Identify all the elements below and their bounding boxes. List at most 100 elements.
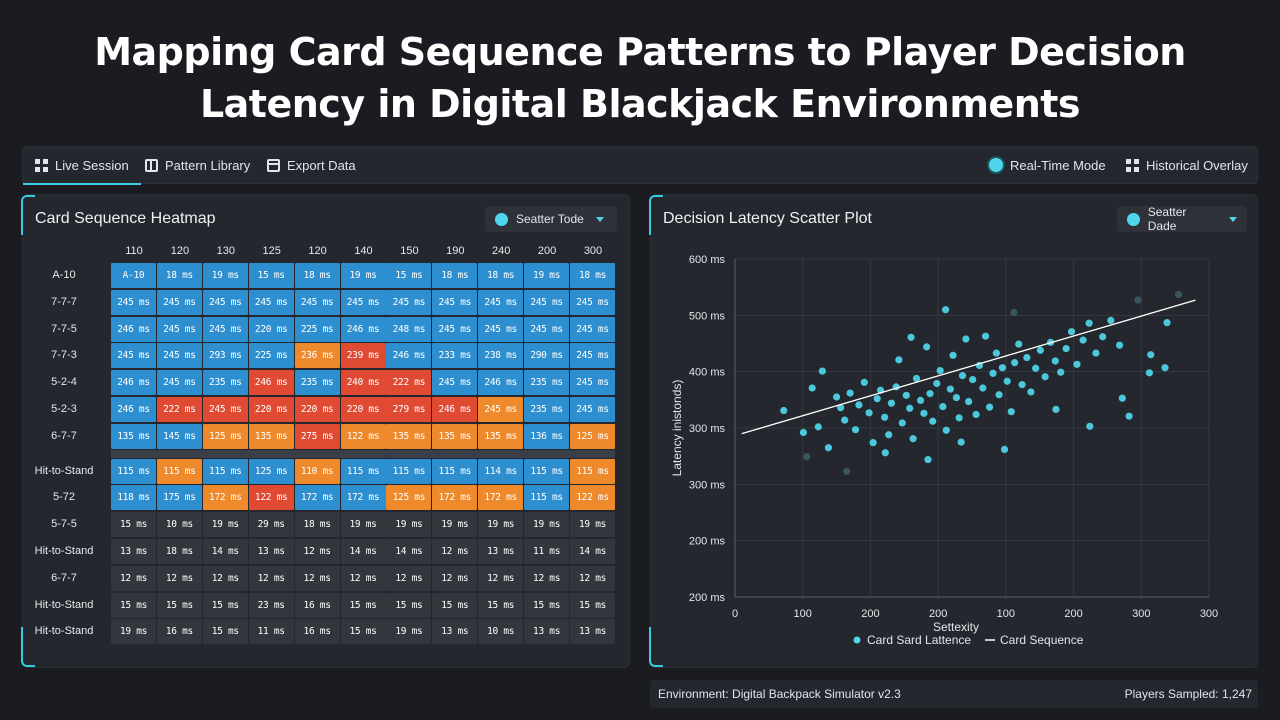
scatter-point[interactable] bbox=[1073, 360, 1081, 368]
heatmap-cell[interactable]: 12 ms bbox=[478, 565, 524, 591]
scatter-point[interactable] bbox=[926, 390, 934, 398]
scatter-point[interactable] bbox=[933, 379, 941, 388]
heatmap-cell[interactable]: 11 ms bbox=[248, 619, 294, 645]
heatmap-cell[interactable]: 246 ms bbox=[248, 370, 294, 396]
scatter-point[interactable] bbox=[1125, 412, 1133, 420]
heatmap-cell[interactable]: 233 ms bbox=[432, 343, 478, 369]
heatmap-cell[interactable]: 114 ms bbox=[478, 458, 524, 484]
heatmap-cell[interactable]: 245 ms bbox=[156, 370, 202, 396]
heatmap-cell[interactable]: 245 ms bbox=[432, 289, 478, 315]
scatter-point[interactable] bbox=[955, 414, 963, 422]
scatter-point[interactable] bbox=[818, 367, 826, 375]
scatter-point[interactable] bbox=[941, 306, 950, 314]
heatmap-cell[interactable]: 235 ms bbox=[524, 370, 570, 396]
heatmap-cell[interactable]: 135 ms bbox=[386, 423, 432, 449]
heatmap-cell[interactable]: 245 ms bbox=[294, 289, 340, 315]
scatter-point[interactable] bbox=[902, 391, 910, 399]
heatmap-cell[interactable]: 18 ms bbox=[156, 263, 202, 288]
heatmap-cell[interactable]: 245 ms bbox=[570, 370, 615, 396]
historical-overlay-toggle[interactable]: Historical Overlay bbox=[1126, 147, 1248, 183]
heatmap-cell[interactable]: 16 ms bbox=[294, 619, 340, 645]
heatmap-cell[interactable]: 29 ms bbox=[248, 512, 294, 538]
heatmap-cell[interactable]: 15 ms bbox=[478, 592, 524, 618]
heatmap-cell[interactable]: 13 ms bbox=[524, 619, 570, 645]
scatter-point[interactable] bbox=[1052, 405, 1060, 414]
heatmap-cell[interactable]: 246 ms bbox=[432, 397, 478, 422]
scatter-point[interactable] bbox=[981, 332, 990, 340]
heatmap-cell[interactable]: 238 ms bbox=[478, 343, 524, 369]
heatmap-cell[interactable]: 13 ms bbox=[248, 539, 294, 564]
scatter-point[interactable] bbox=[799, 428, 807, 437]
heatmap-cell[interactable]: 12 ms bbox=[386, 565, 432, 591]
heatmap-cell[interactable]: 236 ms bbox=[294, 343, 340, 369]
scatter-point[interactable] bbox=[851, 426, 860, 434]
heatmap-cell[interactable]: 246 ms bbox=[340, 316, 386, 342]
heatmap-cell[interactable]: 135 ms bbox=[248, 423, 294, 449]
scatter-point[interactable] bbox=[1032, 364, 1040, 372]
heatmap-cell[interactable]: 220 ms bbox=[340, 397, 386, 422]
scatter-point[interactable] bbox=[992, 349, 1000, 357]
heatmap-cell[interactable]: 245 ms bbox=[202, 397, 248, 422]
heatmap-cell[interactable]: 18 ms bbox=[294, 263, 340, 288]
heatmap-cell[interactable]: 245 ms bbox=[386, 289, 432, 315]
heatmap-cell[interactable]: 14 ms bbox=[340, 539, 386, 564]
heatmap-cell[interactable]: 245 ms bbox=[570, 343, 615, 369]
heatmap-cell[interactable]: 118 ms bbox=[111, 485, 156, 511]
scatter-point[interactable] bbox=[924, 455, 932, 464]
heatmap-cell[interactable]: 245 ms bbox=[248, 289, 294, 315]
scatter-point[interactable] bbox=[906, 404, 914, 412]
scatter-point[interactable] bbox=[1086, 422, 1094, 430]
scatter-point[interactable] bbox=[952, 393, 961, 402]
heatmap-cell[interactable]: 145 ms bbox=[156, 423, 202, 449]
scatter-point[interactable] bbox=[949, 351, 957, 359]
scatter-point[interactable] bbox=[846, 389, 854, 397]
heatmap-cell[interactable]: 12 ms bbox=[202, 565, 248, 591]
heatmap-cell[interactable]: 245 ms bbox=[524, 316, 570, 342]
scatter-point[interactable] bbox=[936, 366, 944, 375]
heatmap-cell[interactable]: 125 ms bbox=[386, 485, 432, 511]
heatmap-cell[interactable]: 245 ms bbox=[570, 316, 615, 342]
heatmap-cell[interactable]: 19 ms bbox=[432, 512, 478, 538]
heatmap-cell[interactable]: 12 ms bbox=[340, 565, 386, 591]
heatmap-cell[interactable]: 235 ms bbox=[294, 370, 340, 396]
heatmap-cell[interactable]: 12 ms bbox=[432, 539, 478, 564]
heatmap-cell[interactable]: 12 ms bbox=[156, 565, 202, 591]
heatmap-cell[interactable]: 125 ms bbox=[248, 458, 294, 484]
scatter-point[interactable] bbox=[869, 439, 877, 447]
scatter-point[interactable] bbox=[1000, 445, 1009, 454]
heatmap-cell[interactable]: 245 ms bbox=[432, 370, 478, 396]
heatmap-cell[interactable]: 115 ms bbox=[156, 458, 202, 484]
heatmap-cell[interactable]: 115 ms bbox=[524, 485, 570, 511]
heatmap-cell[interactable]: 290 ms bbox=[524, 343, 570, 369]
scatter-point[interactable] bbox=[929, 417, 937, 425]
scatter-point[interactable] bbox=[1051, 357, 1059, 365]
heatmap-cell[interactable]: 220 ms bbox=[294, 397, 340, 422]
scatter-point[interactable] bbox=[803, 453, 811, 461]
scatter-point[interactable] bbox=[939, 402, 947, 411]
heatmap-cell[interactable]: 12 ms bbox=[570, 565, 615, 591]
tab-live-session[interactable]: Live Session bbox=[23, 147, 141, 185]
heatmap-cell[interactable]: 10 ms bbox=[156, 512, 202, 538]
heatmap-cell[interactable]: 18 ms bbox=[294, 512, 340, 538]
scatter-point[interactable] bbox=[1010, 308, 1018, 317]
scatter-point[interactable] bbox=[881, 413, 889, 421]
scatter-point[interactable] bbox=[855, 401, 863, 409]
heatmap-cell[interactable]: 19 ms bbox=[386, 619, 432, 645]
scatter-point[interactable] bbox=[843, 467, 851, 475]
heatmap-cell[interactable]: 220 ms bbox=[248, 397, 294, 422]
scatter-point[interactable] bbox=[814, 423, 822, 431]
scatter-point[interactable] bbox=[1011, 359, 1019, 367]
scatter-point[interactable] bbox=[989, 369, 997, 377]
scatter-point[interactable] bbox=[942, 426, 950, 434]
scatter-point[interactable] bbox=[780, 406, 788, 415]
scatter-point[interactable] bbox=[1174, 290, 1183, 299]
heatmap-cell[interactable]: 14 ms bbox=[202, 539, 248, 564]
heatmap-cell[interactable]: 19 ms bbox=[111, 619, 156, 645]
scatter-point[interactable] bbox=[957, 438, 965, 446]
heatmap-cell[interactable]: 10 ms bbox=[478, 619, 524, 645]
heatmap-cell[interactable]: 19 ms bbox=[524, 512, 570, 538]
heatmap-cell[interactable]: 220 ms bbox=[248, 316, 294, 342]
heatmap-cell[interactable]: 235 ms bbox=[524, 397, 570, 422]
scatter-point[interactable] bbox=[1163, 319, 1171, 327]
heatmap-cell[interactable]: 15 ms bbox=[156, 592, 202, 618]
